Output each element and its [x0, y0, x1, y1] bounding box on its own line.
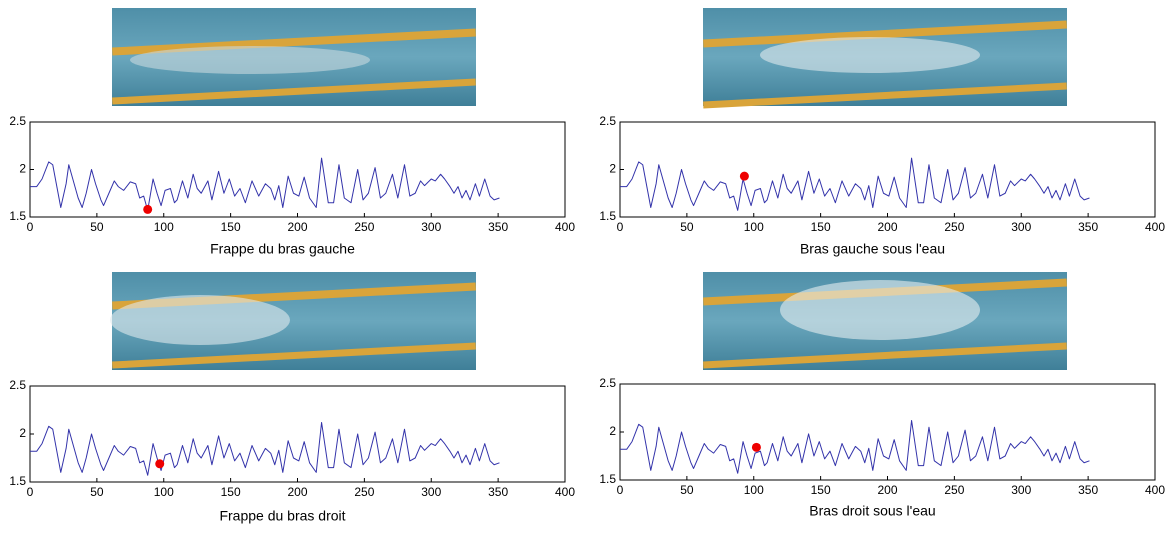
x-tick-label: 150: [811, 220, 831, 234]
x-axis-label: Frappe du bras gauche: [210, 241, 355, 257]
x-tick-label: 150: [221, 220, 241, 234]
x-tick-label: 350: [1078, 483, 1098, 497]
x-tick-label: 100: [744, 220, 764, 234]
x-tick-label: 200: [877, 483, 897, 497]
x-tick-label: 250: [354, 220, 374, 234]
x-tick-label: 400: [1145, 483, 1165, 497]
x-tick-label: 350: [488, 220, 508, 234]
x-tick-label: 300: [1011, 483, 1031, 497]
x-tick-label: 350: [488, 485, 508, 499]
y-tick-label: 2.5: [599, 376, 616, 390]
x-tick-label: 100: [154, 220, 174, 234]
x-tick-label: 400: [555, 485, 575, 499]
signal-line: [620, 157, 1090, 211]
x-tick-label: 250: [354, 485, 374, 499]
plot-area: [29, 385, 566, 483]
current-frame-marker: [155, 459, 165, 469]
signal-line: [30, 157, 500, 211]
swimmer-photo: [110, 272, 476, 370]
x-tick-label: 400: [1145, 220, 1165, 234]
y-tick-label: 2.5: [9, 378, 26, 392]
x-tick-label: 50: [680, 220, 694, 234]
x-tick-label: 0: [27, 220, 34, 234]
x-tick-label: 200: [287, 485, 307, 499]
plot-area: [619, 121, 1156, 218]
y-tick-label: 2: [609, 424, 616, 438]
x-tick-label: 350: [1078, 220, 1098, 234]
y-tick-label: 2.5: [599, 114, 616, 128]
x-tick-label: 250: [944, 220, 964, 234]
x-axis-label: Bras gauche sous l'eau: [800, 241, 945, 257]
x-axis-label: Bras droit sous l'eau: [809, 503, 935, 519]
y-tick-label: 2.5: [9, 114, 26, 128]
y-tick-label: 2: [19, 426, 26, 440]
plot-area: [29, 121, 566, 218]
x-tick-label: 0: [27, 485, 34, 499]
y-tick-label: 1.5: [9, 474, 26, 488]
signal-line: [30, 421, 500, 476]
y-tick-label: 2: [19, 162, 26, 176]
x-tick-label: 300: [421, 485, 441, 499]
plot-area: [619, 383, 1156, 481]
y-tick-label: 2: [609, 162, 616, 176]
swimmer-photo: [703, 8, 1067, 109]
x-tick-label: 200: [287, 220, 307, 234]
x-tick-label: 300: [421, 220, 441, 234]
swimmer-photo: [112, 8, 476, 106]
signal-line: [620, 419, 1090, 474]
x-tick-label: 150: [811, 483, 831, 497]
x-tick-label: 50: [680, 483, 694, 497]
x-tick-label: 50: [90, 485, 104, 499]
x-tick-label: 150: [221, 485, 241, 499]
x-tick-label: 100: [744, 483, 764, 497]
x-tick-label: 100: [154, 485, 174, 499]
swimmer-photo: [703, 272, 1067, 370]
y-tick-label: 1.5: [599, 472, 616, 486]
x-tick-label: 300: [1011, 220, 1031, 234]
x-tick-label: 0: [617, 483, 624, 497]
x-tick-label: 400: [555, 220, 575, 234]
current-frame-marker: [739, 171, 749, 181]
x-tick-label: 0: [617, 220, 624, 234]
x-tick-label: 50: [90, 220, 104, 234]
y-tick-label: 1.5: [9, 209, 26, 223]
current-frame-marker: [143, 204, 153, 214]
current-frame-marker: [751, 442, 761, 452]
x-tick-label: 200: [877, 220, 897, 234]
x-axis-label: Frappe du bras droit: [219, 508, 345, 524]
x-tick-label: 250: [944, 483, 964, 497]
y-tick-label: 1.5: [599, 209, 616, 223]
